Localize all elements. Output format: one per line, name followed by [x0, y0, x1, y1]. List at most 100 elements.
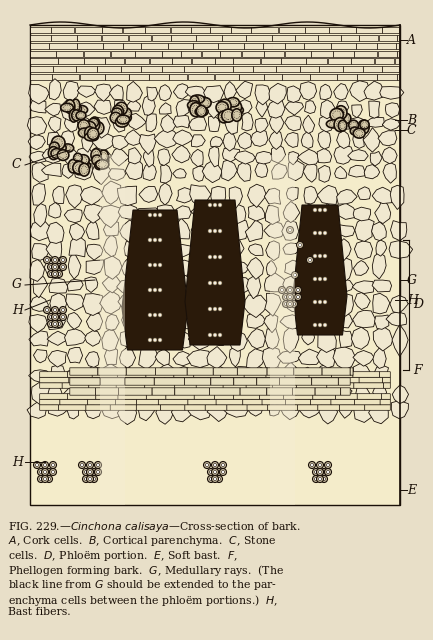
FancyBboxPatch shape	[359, 377, 383, 383]
Polygon shape	[364, 81, 384, 100]
FancyBboxPatch shape	[356, 43, 377, 49]
Polygon shape	[140, 240, 155, 259]
Ellipse shape	[190, 102, 201, 116]
Polygon shape	[161, 115, 176, 132]
FancyBboxPatch shape	[121, 66, 141, 72]
FancyBboxPatch shape	[319, 66, 343, 72]
FancyBboxPatch shape	[60, 399, 88, 405]
FancyBboxPatch shape	[136, 399, 158, 405]
Ellipse shape	[76, 161, 88, 169]
Circle shape	[308, 259, 311, 262]
Polygon shape	[188, 326, 211, 350]
Polygon shape	[158, 148, 170, 166]
Polygon shape	[91, 145, 110, 164]
FancyBboxPatch shape	[40, 372, 68, 378]
Circle shape	[324, 209, 326, 211]
Polygon shape	[85, 331, 101, 346]
Circle shape	[38, 468, 45, 476]
Polygon shape	[390, 186, 404, 209]
Circle shape	[154, 239, 156, 241]
Circle shape	[207, 255, 213, 259]
Polygon shape	[197, 385, 210, 406]
Polygon shape	[136, 368, 158, 383]
Polygon shape	[122, 210, 188, 350]
Polygon shape	[74, 161, 93, 180]
Polygon shape	[336, 131, 350, 148]
FancyBboxPatch shape	[87, 399, 116, 405]
Polygon shape	[336, 225, 355, 237]
FancyBboxPatch shape	[233, 66, 253, 72]
Circle shape	[284, 296, 288, 298]
Circle shape	[314, 470, 317, 474]
Circle shape	[294, 294, 301, 301]
Circle shape	[49, 316, 52, 319]
Polygon shape	[334, 84, 348, 100]
Circle shape	[326, 463, 330, 467]
Circle shape	[323, 323, 327, 328]
FancyBboxPatch shape	[86, 404, 110, 410]
Circle shape	[323, 276, 327, 282]
Polygon shape	[177, 188, 194, 203]
Polygon shape	[47, 331, 69, 346]
Polygon shape	[210, 278, 225, 291]
Circle shape	[45, 308, 48, 312]
FancyBboxPatch shape	[244, 43, 263, 49]
Polygon shape	[211, 365, 227, 383]
Polygon shape	[319, 317, 334, 328]
Polygon shape	[154, 239, 175, 260]
FancyBboxPatch shape	[379, 372, 390, 378]
Polygon shape	[94, 100, 111, 115]
FancyBboxPatch shape	[30, 66, 53, 72]
Circle shape	[319, 463, 321, 467]
Polygon shape	[302, 204, 317, 221]
Polygon shape	[172, 275, 194, 293]
Circle shape	[54, 323, 56, 326]
Polygon shape	[102, 330, 119, 351]
Circle shape	[217, 280, 223, 285]
Circle shape	[43, 257, 51, 264]
FancyBboxPatch shape	[166, 394, 194, 399]
Circle shape	[154, 289, 156, 291]
Polygon shape	[300, 367, 317, 382]
Circle shape	[313, 468, 320, 476]
FancyBboxPatch shape	[305, 27, 329, 33]
Polygon shape	[375, 315, 389, 330]
Circle shape	[48, 314, 55, 321]
Polygon shape	[354, 241, 372, 259]
FancyBboxPatch shape	[341, 388, 350, 395]
Polygon shape	[192, 244, 210, 257]
Polygon shape	[81, 102, 95, 116]
FancyBboxPatch shape	[281, 58, 306, 65]
Circle shape	[207, 228, 213, 234]
Circle shape	[314, 278, 316, 280]
Circle shape	[207, 307, 213, 312]
Ellipse shape	[216, 102, 228, 113]
Polygon shape	[269, 130, 282, 150]
FancyBboxPatch shape	[123, 43, 141, 49]
Polygon shape	[247, 403, 262, 416]
Polygon shape	[139, 346, 158, 369]
Circle shape	[313, 476, 320, 483]
Polygon shape	[48, 116, 61, 132]
FancyBboxPatch shape	[183, 377, 208, 383]
Ellipse shape	[74, 153, 82, 163]
Polygon shape	[248, 184, 267, 207]
Polygon shape	[110, 85, 123, 100]
Polygon shape	[106, 314, 119, 330]
Circle shape	[54, 308, 56, 312]
Polygon shape	[255, 85, 270, 105]
Circle shape	[214, 230, 216, 232]
Polygon shape	[230, 277, 254, 296]
Circle shape	[308, 461, 316, 468]
Circle shape	[291, 271, 298, 278]
Circle shape	[323, 470, 326, 474]
Polygon shape	[334, 145, 354, 164]
FancyBboxPatch shape	[30, 35, 51, 41]
Circle shape	[214, 204, 216, 206]
Polygon shape	[29, 370, 52, 382]
Polygon shape	[118, 204, 139, 219]
Polygon shape	[246, 276, 261, 299]
Polygon shape	[61, 131, 74, 146]
FancyBboxPatch shape	[276, 66, 300, 72]
Circle shape	[159, 214, 161, 216]
